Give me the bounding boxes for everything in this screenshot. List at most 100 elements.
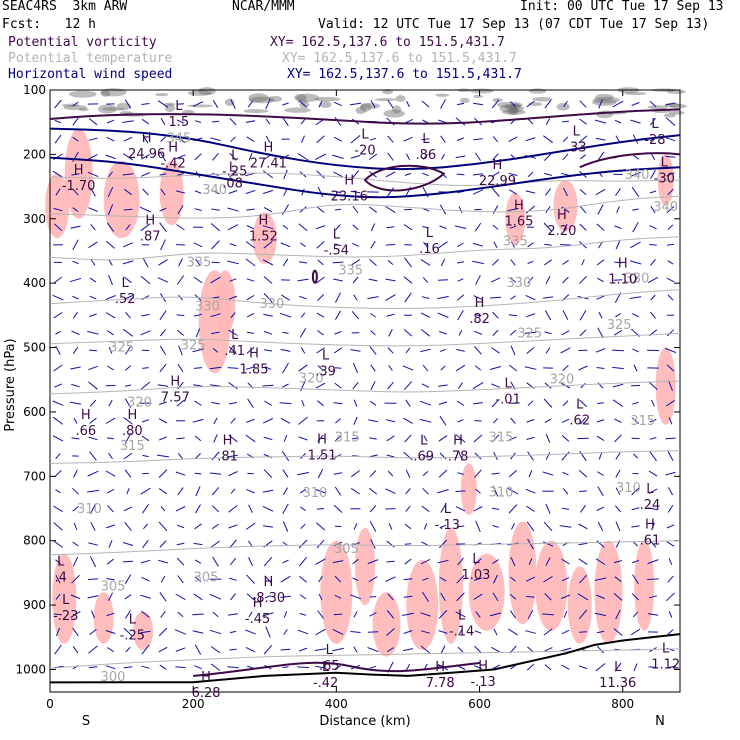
wind-vector bbox=[386, 560, 395, 563]
pv-extremum-type: L bbox=[576, 398, 584, 413]
wind-vector bbox=[246, 225, 255, 230]
wind-vector bbox=[248, 504, 253, 513]
pv-extremum-type: H bbox=[618, 256, 628, 271]
wind-vector bbox=[213, 417, 218, 425]
wind-vector bbox=[368, 153, 378, 160]
wind-vector bbox=[668, 417, 673, 425]
wind-vector bbox=[89, 295, 97, 300]
wind-vector bbox=[650, 205, 656, 214]
wind-vector bbox=[545, 275, 551, 285]
wind-vector bbox=[105, 665, 116, 670]
wind-vector bbox=[544, 172, 552, 176]
wind-vector bbox=[282, 559, 289, 564]
wind-vector bbox=[491, 99, 500, 109]
wind-vector bbox=[528, 558, 533, 565]
wind-vector bbox=[159, 345, 167, 355]
wind-vector bbox=[247, 398, 254, 408]
pv-extremum-value: 1.85 bbox=[240, 363, 269, 378]
wind-vector bbox=[405, 505, 411, 512]
wind-vector bbox=[262, 505, 274, 512]
wind-vector bbox=[55, 330, 61, 335]
wind-vector bbox=[123, 328, 133, 337]
wind-vector bbox=[630, 241, 641, 249]
wind-vector bbox=[230, 557, 236, 566]
wind-vector bbox=[647, 578, 659, 580]
shading-blob bbox=[93, 592, 114, 644]
wind-vector bbox=[633, 277, 638, 283]
wind-vector bbox=[368, 419, 378, 423]
wind-vector bbox=[54, 223, 62, 231]
wind-vector bbox=[668, 558, 673, 566]
wind-vector bbox=[475, 488, 481, 494]
wind-vector bbox=[262, 170, 274, 179]
wind-vector bbox=[455, 364, 466, 372]
wind-vector bbox=[474, 346, 482, 355]
wind-vector bbox=[386, 610, 395, 619]
wind-vector bbox=[493, 241, 498, 248]
wind-vector bbox=[387, 99, 394, 109]
theta-label: 325 bbox=[109, 341, 134, 356]
shading-blob bbox=[103, 160, 140, 239]
haze-patch bbox=[187, 90, 212, 96]
wind-vector bbox=[632, 348, 639, 353]
wind-vector bbox=[472, 381, 484, 390]
pv-extremum-value: 2.20 bbox=[547, 224, 576, 239]
wind-vector bbox=[648, 595, 658, 599]
wind-vector bbox=[510, 557, 516, 567]
wind-vector bbox=[615, 452, 621, 460]
wind-vector bbox=[334, 331, 342, 335]
theta-label: 325 bbox=[517, 326, 542, 341]
pv-extremum-type: H bbox=[253, 596, 263, 611]
pv-extremum-value: 7.78 bbox=[426, 676, 455, 691]
wind-vector bbox=[493, 418, 498, 424]
shading-blob bbox=[567, 566, 592, 644]
wind-vector bbox=[474, 152, 482, 161]
haze-patch bbox=[295, 93, 320, 102]
haze-patch bbox=[198, 87, 216, 96]
wind-vector bbox=[264, 575, 272, 583]
wind-vector bbox=[493, 574, 498, 584]
wind-vector bbox=[527, 242, 534, 248]
wind-vector bbox=[159, 540, 167, 548]
haze-patch bbox=[435, 93, 450, 97]
wind-vector bbox=[526, 595, 535, 598]
wind-vector bbox=[562, 120, 569, 123]
wind-vector bbox=[543, 398, 553, 408]
wind-vector bbox=[246, 574, 255, 584]
wind-vector bbox=[52, 170, 64, 179]
wind-vector bbox=[158, 469, 168, 478]
wind-vector bbox=[262, 489, 274, 493]
wind-vector bbox=[230, 593, 236, 601]
wind-vector bbox=[421, 505, 430, 512]
wind-vector bbox=[509, 469, 517, 478]
wind-vector bbox=[526, 100, 535, 108]
shading-blob bbox=[468, 553, 505, 631]
wind-vector bbox=[160, 329, 166, 337]
wind-vector bbox=[630, 628, 641, 636]
wind-vector bbox=[105, 295, 116, 301]
wind-vector bbox=[422, 364, 429, 372]
wind-vector bbox=[211, 120, 220, 123]
wind-vector bbox=[650, 311, 656, 319]
haze-patch bbox=[163, 102, 176, 107]
wind-vector bbox=[332, 628, 344, 636]
wind-vector bbox=[123, 506, 133, 512]
wind-vector bbox=[332, 560, 344, 564]
wind-vector bbox=[245, 629, 256, 635]
wind-vector bbox=[612, 100, 624, 108]
wind-vector bbox=[299, 488, 307, 494]
label-layer: 345 340 340 340 335 335 335 330 330 330 330 325 325 3… bbox=[53, 99, 680, 701]
wind-vector bbox=[648, 381, 658, 390]
wind-vector bbox=[631, 560, 640, 564]
wind-vector bbox=[422, 226, 429, 229]
wind-vector bbox=[192, 348, 204, 353]
end-label-south: S bbox=[82, 714, 90, 729]
wind-vector bbox=[369, 437, 377, 440]
wind-vector bbox=[370, 539, 376, 549]
wind-vector bbox=[195, 453, 201, 459]
pv-extremum-value: 7.57 bbox=[161, 390, 190, 405]
wind-vector bbox=[492, 559, 499, 565]
wind-vector bbox=[614, 434, 622, 443]
pv-contour bbox=[193, 661, 480, 677]
wind-vector bbox=[595, 558, 606, 565]
